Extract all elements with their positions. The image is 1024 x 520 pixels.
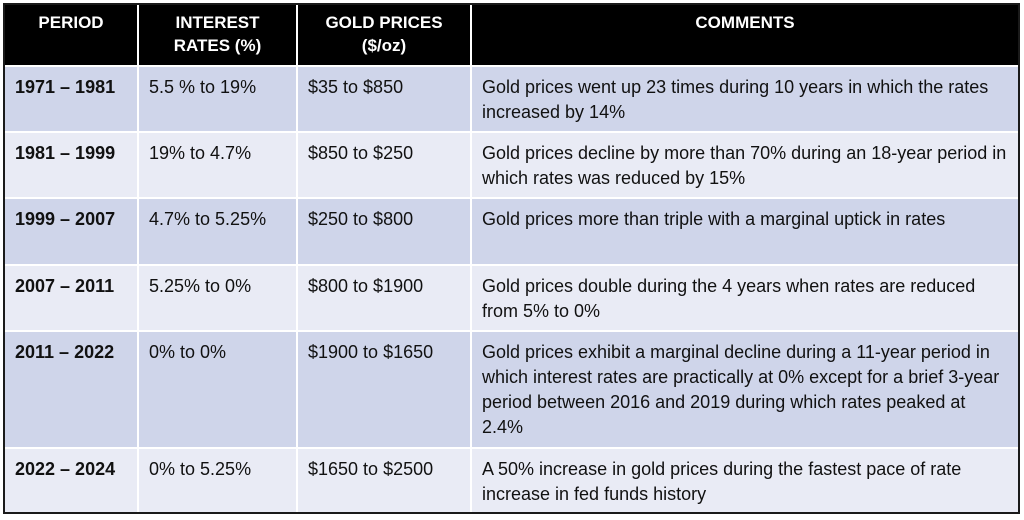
comments-cell: Gold prices more than triple with a marg… <box>471 197 1018 265</box>
interest-rates-cell: 4.7% to 5.25% <box>138 197 298 265</box>
header-comments-label: COMMENTS <box>695 13 795 32</box>
gold-rates-table: PERIOD INTEREST RATES (%) GOLD PRICES ($… <box>5 5 1018 512</box>
comments-cell: Gold prices exhibit a marginal decline d… <box>471 329 1018 448</box>
table-body: 1971 – 1981 5.5 % to 19% $35 to $850 Gol… <box>5 64 1018 512</box>
period-cell: 2011 – 2022 <box>5 329 139 448</box>
gold-prices-cell: $1900 to $1650 <box>297 329 472 448</box>
period-cell: 1999 – 2007 <box>5 197 139 265</box>
header-period: PERIOD <box>5 5 139 66</box>
gold-prices-cell: $250 to $800 <box>297 197 472 265</box>
table-row: 1981 – 1999 19% to 4.7% $850 to $250 Gol… <box>5 131 1018 199</box>
header-rates-line2: RATES (%) <box>173 36 262 55</box>
gold-prices-cell: $800 to $1900 <box>297 263 472 331</box>
gold-prices-cell: $850 to $250 <box>297 131 472 199</box>
comments-cell: Gold prices double during the 4 years wh… <box>471 263 1018 331</box>
table-row: 1971 – 1981 5.5 % to 19% $35 to $850 Gol… <box>5 64 1018 133</box>
header-gold-line2: ($/oz) <box>361 36 407 55</box>
period-cell: 2007 – 2011 <box>5 263 139 331</box>
comments-cell: A 50% increase in gold prices during the… <box>471 446 1018 512</box>
header-period-label: PERIOD <box>38 13 104 32</box>
gold-prices-cell: $1650 to $2500 <box>297 446 472 512</box>
table-row: 1999 – 2007 4.7% to 5.25% $250 to $800 G… <box>5 197 1018 265</box>
header-gold-line1: GOLD PRICES <box>325 13 443 32</box>
header-rates-line1: INTEREST <box>175 13 260 32</box>
header-row: PERIOD INTEREST RATES (%) GOLD PRICES ($… <box>5 5 1018 66</box>
period-cell: 2022 – 2024 <box>5 446 139 512</box>
interest-rates-cell: 19% to 4.7% <box>138 131 298 199</box>
table-row: 2011 – 2022 0% to 0% $1900 to $1650 Gold… <box>5 329 1018 448</box>
header-gold-prices: GOLD PRICES ($/oz) <box>297 5 472 66</box>
period-cell: 1971 – 1981 <box>5 64 139 133</box>
table-row: 2007 – 2011 5.25% to 0% $800 to $1900 Go… <box>5 263 1018 331</box>
gold-prices-cell: $35 to $850 <box>297 64 472 133</box>
table-row: 2022 – 2024 0% to 5.25% $1650 to $2500 A… <box>5 446 1018 512</box>
comments-cell: Gold prices went up 23 times during 10 y… <box>471 64 1018 133</box>
interest-rates-cell: 0% to 5.25% <box>138 446 298 512</box>
header-interest-rates: INTEREST RATES (%) <box>138 5 298 66</box>
interest-rates-cell: 5.5 % to 19% <box>138 64 298 133</box>
interest-rates-cell: 5.25% to 0% <box>138 263 298 331</box>
period-cell: 1981 – 1999 <box>5 131 139 199</box>
header-comments: COMMENTS <box>471 5 1018 66</box>
comments-cell: Gold prices decline by more than 70% dur… <box>471 131 1018 199</box>
gold-rates-table-container: PERIOD INTEREST RATES (%) GOLD PRICES ($… <box>3 3 1020 514</box>
interest-rates-cell: 0% to 0% <box>138 329 298 448</box>
table-header: PERIOD INTEREST RATES (%) GOLD PRICES ($… <box>5 5 1018 66</box>
